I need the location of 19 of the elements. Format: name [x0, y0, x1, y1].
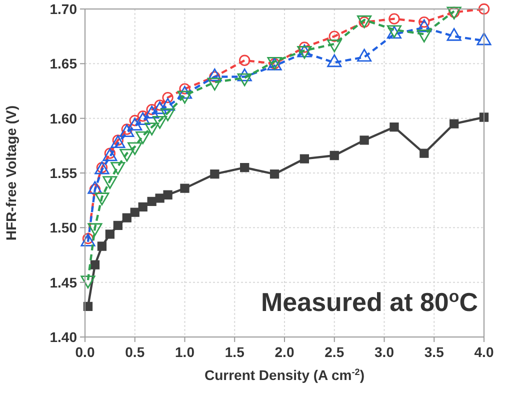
- x-tick-label: 2.0: [274, 344, 294, 360]
- y-tick-label: 1.55: [50, 165, 78, 181]
- x-tick-label: 1.5: [224, 344, 245, 360]
- x-axis-title: Current Density (A cm$^{-2}$): [204, 367, 365, 383]
- x-tick-label: 4.0: [474, 344, 494, 360]
- x-tick-label: 3.0: [374, 344, 394, 360]
- y-tick-label: 1.60: [50, 110, 78, 126]
- x-tick-label: 1.0: [175, 344, 195, 360]
- y-tick-label: 1.50: [50, 220, 78, 236]
- y-tick-label: 1.40: [50, 329, 78, 345]
- y-tick-label: 1.65: [50, 56, 78, 72]
- x-tick-label: 2.5: [324, 344, 344, 360]
- y-tick-label: 1.45: [50, 274, 78, 290]
- x-tick-label: 0.5: [125, 344, 145, 360]
- x-tick-label: 3.5: [424, 344, 444, 360]
- y-axis-title: HFR-free Voltage (V): [3, 105, 19, 241]
- y-tick-label: 1.70: [50, 1, 78, 17]
- x-tick-label: 0.0: [75, 344, 95, 360]
- annotation: Measured at 80$^{o}$C: [261, 286, 478, 317]
